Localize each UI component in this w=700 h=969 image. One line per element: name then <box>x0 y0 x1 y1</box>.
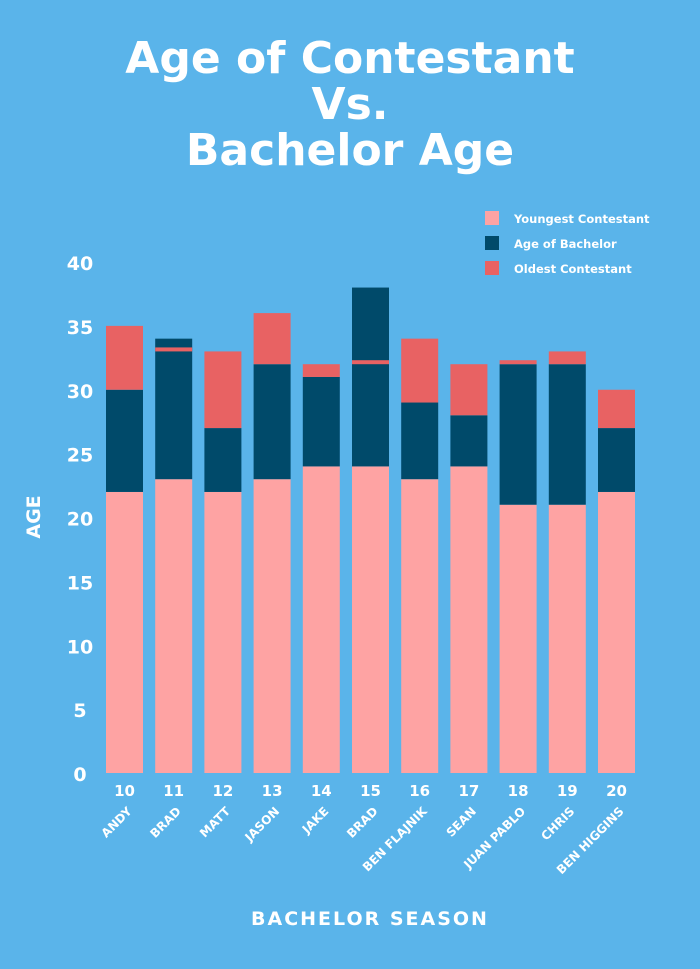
bar-bachelor <box>352 287 389 467</box>
legend-label: Oldest Contestant <box>514 262 632 276</box>
x-tick-season: 19 <box>557 782 578 800</box>
x-tick-name: JAKE <box>299 804 332 837</box>
bar-oldest <box>598 389 635 429</box>
bar-youngest <box>401 479 439 773</box>
x-tick-season: 11 <box>163 782 184 800</box>
bar-oldest <box>450 364 488 416</box>
x-tick-name: ANDY <box>98 804 134 840</box>
bar-oldest <box>106 325 143 390</box>
bar-oldest <box>499 360 537 365</box>
legend-label: Youngest Contestant <box>513 212 650 226</box>
x-tick-name: MATT <box>197 804 234 841</box>
bar-youngest <box>155 479 193 773</box>
legend-label: Age of Bachelor <box>514 237 617 251</box>
bar-bachelor <box>499 364 537 505</box>
y-tick-label: 25 <box>67 445 93 467</box>
x-tick-season: 17 <box>458 782 479 800</box>
bar-youngest <box>499 504 537 773</box>
bar-youngest <box>302 466 340 773</box>
x-tick-season: 13 <box>262 782 283 800</box>
y-tick-label: 10 <box>67 636 93 658</box>
chart-title-line-1: Age of Contestant <box>125 33 575 84</box>
x-tick-season: 18 <box>508 782 529 800</box>
bar-youngest <box>106 491 143 773</box>
bar-oldest <box>352 360 389 365</box>
y-tick-label: 30 <box>67 381 93 403</box>
bar-youngest <box>548 504 586 773</box>
x-tick-season: 12 <box>212 782 233 800</box>
bar-youngest <box>204 491 242 773</box>
legend-swatch <box>485 236 499 250</box>
x-tick-name: JASON <box>241 804 282 845</box>
bar-youngest <box>352 466 389 773</box>
x-tick-name: SEAN <box>444 804 479 839</box>
bar-bachelor <box>401 402 439 480</box>
y-axis-label: AGE <box>23 495 45 538</box>
bar-oldest <box>548 351 586 365</box>
bar-bachelor <box>204 428 242 492</box>
bar-oldest <box>302 364 340 377</box>
bar-oldest <box>155 347 193 352</box>
x-tick-name: CHRIS <box>538 804 577 843</box>
bar-bachelor <box>155 338 193 480</box>
x-tick-season: 14 <box>311 782 332 800</box>
bar-youngest <box>253 479 291 773</box>
bar-bachelor <box>548 364 586 505</box>
bar-bachelor <box>302 376 340 467</box>
y-tick-label: 15 <box>67 572 93 594</box>
x-tick-season: 15 <box>360 782 381 800</box>
legend-swatch <box>485 211 499 225</box>
x-axis-label: BACHELOR SEASON <box>251 908 489 930</box>
legend-swatch <box>485 261 499 275</box>
x-tick-name: BRAD <box>344 804 381 841</box>
bar-youngest <box>450 466 488 773</box>
bar-bachelor <box>450 415 488 467</box>
x-tick-season: 20 <box>606 782 627 800</box>
bar-bachelor <box>253 364 291 480</box>
bar-oldest <box>204 351 242 429</box>
y-tick-label: 40 <box>67 253 93 275</box>
y-tick-label: 35 <box>67 317 93 339</box>
bar-youngest <box>598 491 635 773</box>
x-tick-season: 16 <box>409 782 430 800</box>
y-tick-label: 0 <box>73 764 86 786</box>
chart-title-line-2: Vs. <box>311 79 389 130</box>
bar-bachelor <box>598 428 635 492</box>
y-tick-label: 5 <box>73 700 86 722</box>
bar-oldest <box>401 338 439 403</box>
y-tick-label: 20 <box>67 509 93 531</box>
x-tick-season: 10 <box>114 782 135 800</box>
bar-bachelor <box>106 389 143 492</box>
chart-title-line-3: Bachelor Age <box>185 125 515 176</box>
x-tick-name: BRAD <box>147 804 184 841</box>
bar-oldest <box>253 313 291 365</box>
